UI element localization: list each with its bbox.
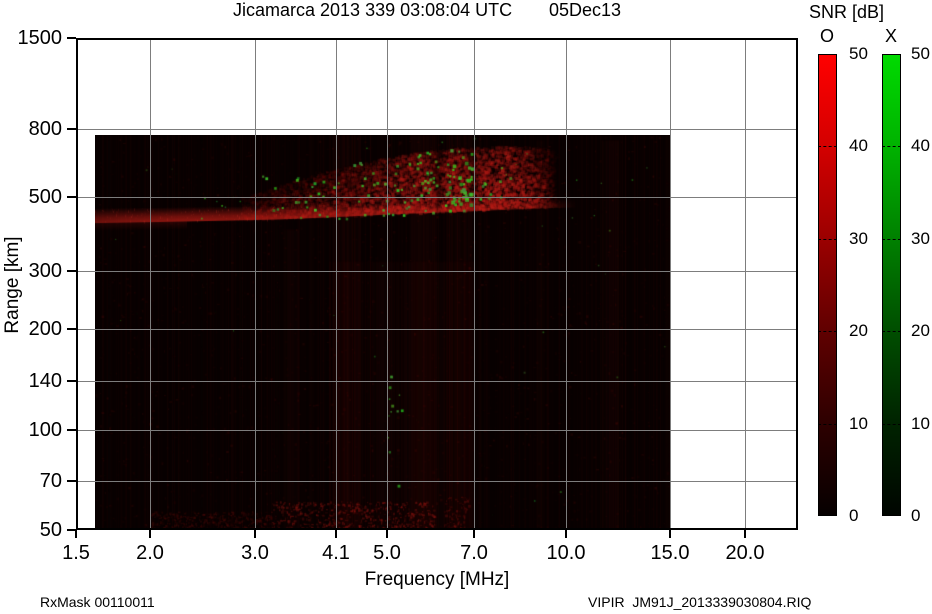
colorbar-tick-dash xyxy=(818,146,837,148)
y-tick-mark xyxy=(67,429,76,431)
colorbar-tick-dash xyxy=(818,331,837,333)
plot-date: 05Dec13 xyxy=(549,0,622,20)
x-gridline xyxy=(255,38,256,530)
colorbar-tick-dash xyxy=(882,238,901,240)
colorbar-tick-label: 0 xyxy=(849,506,859,525)
y-tick-label: 70 xyxy=(39,470,62,492)
colorbar-mode-label: O xyxy=(819,26,834,46)
y-tick-label: 200 xyxy=(28,318,62,340)
colorbar-gradient xyxy=(818,54,837,516)
colorbar-tick-label: 20 xyxy=(911,321,930,341)
y-tick-label: 500 xyxy=(28,186,62,208)
y-gridline xyxy=(76,329,798,330)
x-tick-mark xyxy=(75,530,77,538)
y-tick-mark xyxy=(67,270,76,272)
colorbar-tick-label: 30 xyxy=(849,228,868,248)
colorbar-tick-label: 10 xyxy=(849,413,868,433)
colorbar-tick-dash xyxy=(882,146,901,148)
y-tick-mark xyxy=(67,37,76,39)
x-tick-label: 1.5 xyxy=(62,542,90,564)
y-tick-label: 300 xyxy=(28,260,62,282)
x-tick-mark xyxy=(669,530,671,538)
colorbar-tick-label: 0 xyxy=(911,506,921,525)
y-tick-label: 800 xyxy=(28,118,62,140)
y-tick-mark xyxy=(67,328,76,330)
x-tick-label: 4.1 xyxy=(322,542,350,564)
rxmask-label: RxMask 00110011 xyxy=(40,594,155,610)
colorbar-mode-label: X xyxy=(884,26,897,46)
x-tick-mark xyxy=(744,530,746,538)
colorbar-tick-label: 40 xyxy=(911,136,930,156)
x-gridline xyxy=(150,38,151,530)
x-gridline xyxy=(474,38,475,530)
colorbar-title: SNR [dB] xyxy=(809,2,885,22)
y-tick-mark xyxy=(67,480,76,482)
x-tick-mark xyxy=(254,530,256,538)
x-gridline xyxy=(566,38,567,530)
y-gridline xyxy=(76,381,798,382)
colorbar-tick-label: 30 xyxy=(911,228,930,248)
x-gridline xyxy=(387,38,388,530)
y-gridline xyxy=(76,197,798,198)
y-tick-mark xyxy=(67,196,76,198)
x-tick-mark xyxy=(565,530,567,538)
ionogram-heatmap xyxy=(95,135,671,529)
x-tick-label: 7.0 xyxy=(460,542,488,564)
colorbar-tick-label: 50 xyxy=(911,44,930,63)
plot-title: Jicamarca 2013 339 03:08:04 UTC xyxy=(233,0,513,20)
x-gridline xyxy=(745,38,746,530)
y-gridline xyxy=(76,271,798,272)
x-tick-label: 10.0 xyxy=(546,542,586,564)
colorbar-tick-label: 10 xyxy=(911,413,930,433)
x-tick-mark xyxy=(386,530,388,538)
colorbar-tick-dash xyxy=(818,423,837,425)
y-gridline xyxy=(76,430,798,431)
x-gridline xyxy=(670,38,671,530)
x-tick-label: 15.0 xyxy=(650,542,690,564)
colorbar-tick-dash xyxy=(882,423,901,425)
source-file-label: VIPIR JM91J_2013339030804.RIQ xyxy=(588,594,812,610)
y-tick-mark xyxy=(67,529,76,531)
x-axis-title: Frequency [MHz] xyxy=(364,569,510,590)
colorbar-tick-dash xyxy=(882,331,901,333)
colorbar-tick-label: 20 xyxy=(849,321,868,341)
y-tick-mark xyxy=(67,380,76,382)
x-tick-label: 2.0 xyxy=(136,542,164,564)
colorbar-gradient xyxy=(882,54,901,516)
colorbar-tick-dash xyxy=(818,238,837,240)
y-tick-label: 1500 xyxy=(17,27,63,49)
y-axis-title: Range [km] xyxy=(2,236,23,334)
y-gridline xyxy=(76,129,798,130)
y-tick-mark xyxy=(67,128,76,130)
x-tick-label: 20.0 xyxy=(725,542,765,564)
y-gridline xyxy=(76,481,798,482)
x-gridline xyxy=(336,38,337,530)
x-tick-label: 5.0 xyxy=(373,542,401,564)
colorbar-tick-label: 50 xyxy=(849,44,868,63)
colorbar-tick-label: 40 xyxy=(849,136,868,156)
x-tick-mark xyxy=(335,530,337,538)
y-tick-label: 50 xyxy=(39,519,62,541)
x-tick-mark xyxy=(149,530,151,538)
x-tick-mark xyxy=(473,530,475,538)
y-tick-label: 140 xyxy=(28,370,62,392)
y-tick-label: 100 xyxy=(28,419,62,441)
x-tick-label: 3.0 xyxy=(241,542,269,564)
